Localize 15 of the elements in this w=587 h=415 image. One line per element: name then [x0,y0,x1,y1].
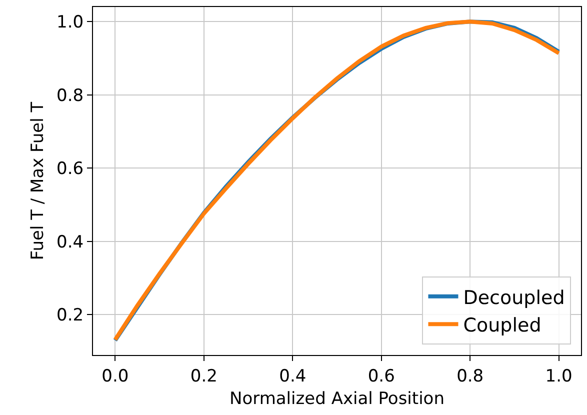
y-tick-label: 0.4 [56,232,84,252]
x-tick-label: 0.0 [102,366,129,386]
y-axis-title: Fuel T / Max Fuel T [28,101,48,260]
x-tick-label: 1.0 [545,366,572,386]
y-tick-label: 0.6 [56,159,84,180]
x-tick-label: 0.4 [279,366,306,386]
x-tick-label: 0.2 [190,366,218,386]
y-tick-label: 0.2 [56,306,84,326]
legend-label: Coupled [463,314,542,337]
x-tick-label: 0.8 [456,366,484,386]
x-axis-title: Normalized Axial Position [230,388,444,409]
x-tick-label: 0.6 [368,366,395,386]
y-tick-label: 0.8 [56,86,84,106]
legend-label: Decoupled [463,286,565,309]
y-tick-label: 1.0 [56,12,84,33]
